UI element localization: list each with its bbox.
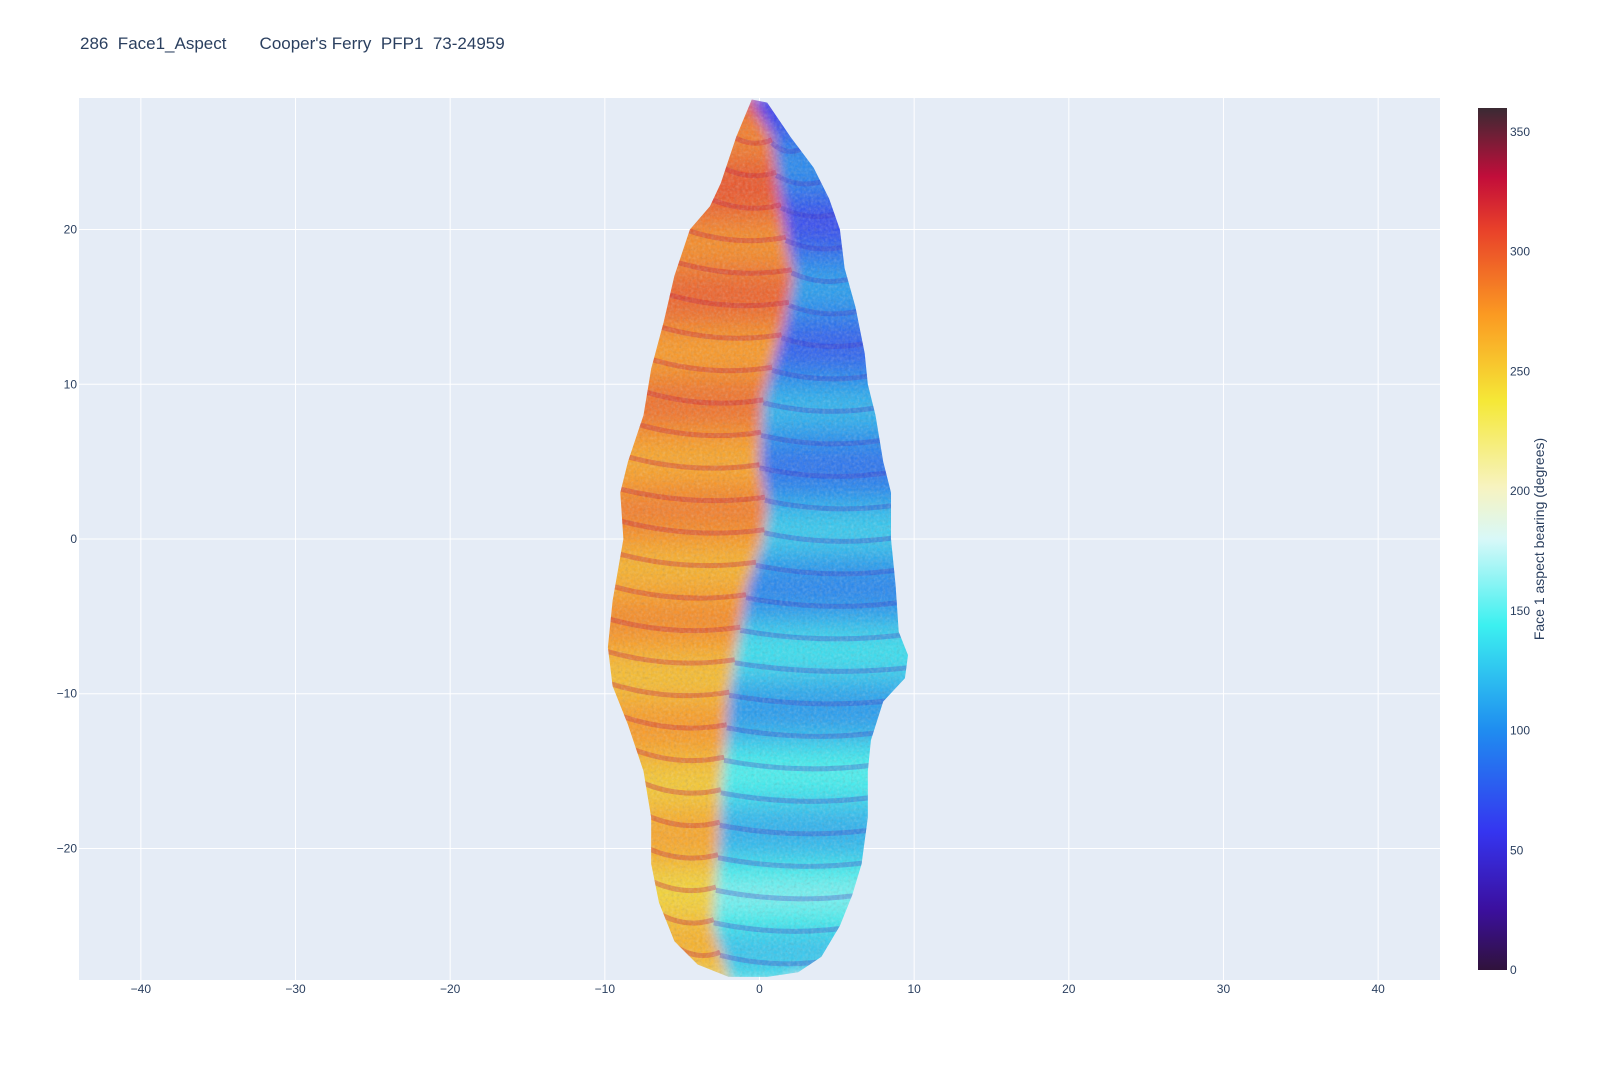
colorbar-tick-label: 100: [1510, 724, 1530, 738]
colorbar-tick-label: 350: [1510, 125, 1530, 139]
x-tick-label: 40: [1371, 982, 1385, 996]
x-tick-label: 20: [1062, 982, 1076, 996]
y-tick-label: 0: [70, 532, 77, 546]
x-tick-label: −30: [285, 982, 306, 996]
x-tick-label: 10: [907, 982, 921, 996]
x-tick-label: −10: [595, 982, 616, 996]
y-tick-label: −10: [57, 687, 78, 701]
colorbar-tick-label: 150: [1510, 604, 1530, 618]
colorbar-tick-label: 50: [1510, 843, 1524, 857]
colorbar-tick-label: 250: [1510, 364, 1530, 378]
y-tick-label: 10: [64, 377, 78, 391]
colorbar-title: Face 1 aspect bearing (degrees): [1531, 438, 1547, 640]
y-tick-label: 20: [64, 223, 78, 237]
chart-title: 286 Face1_Aspect Cooper's Ferry PFP1 73-…: [80, 34, 505, 53]
y-tick-label: −20: [57, 841, 78, 855]
colorbar-tick-label: 0: [1510, 963, 1517, 977]
colorbar-tick-label: 200: [1510, 484, 1530, 498]
x-tick-label: −40: [131, 982, 152, 996]
x-axis: −40 −30 −20 −10 0 10 20 30 40: [131, 982, 1385, 996]
y-axis: −20 −10 0 10 20: [57, 223, 78, 856]
colorbar-tick-label: 300: [1510, 245, 1530, 259]
colorbar-ticks: 0 50 100 150 200 250 300 350: [1510, 125, 1530, 977]
x-tick-label: 0: [756, 982, 763, 996]
x-tick-label: −20: [440, 982, 461, 996]
colorbar: 0 50 100 150 200 250 300 350 Face 1 aspect bear…: [1478, 108, 1547, 977]
x-tick-label: 30: [1217, 982, 1231, 996]
colorbar-scale: [1478, 108, 1507, 970]
